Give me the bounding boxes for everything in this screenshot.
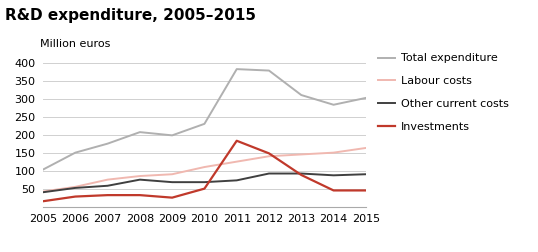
Other current costs <box>72 186 79 190</box>
Other current costs <box>201 181 208 184</box>
Total expenditure <box>104 142 111 145</box>
Other current costs <box>298 172 305 175</box>
Total expenditure <box>137 131 143 134</box>
Other current costs <box>169 181 175 184</box>
Labour costs <box>298 153 305 156</box>
Investments <box>104 194 111 197</box>
Other current costs <box>137 178 143 181</box>
Line: Labour costs: Labour costs <box>43 148 366 192</box>
Investments <box>363 189 369 192</box>
Other current costs <box>330 174 337 177</box>
Labour costs <box>137 175 143 178</box>
Total expenditure <box>330 103 337 106</box>
Total expenditure <box>266 69 272 72</box>
Labour costs <box>201 166 208 169</box>
Other current costs <box>233 179 240 182</box>
Other current costs <box>40 191 46 194</box>
Total expenditure <box>201 122 208 125</box>
Other current costs <box>104 184 111 187</box>
Labour costs <box>40 190 46 193</box>
Total expenditure <box>72 151 79 154</box>
Total expenditure <box>233 68 240 71</box>
Investments <box>266 152 272 155</box>
Investments <box>169 196 175 199</box>
Line: Other current costs: Other current costs <box>43 174 366 192</box>
Labour costs <box>104 178 111 181</box>
Line: Total expenditure: Total expenditure <box>43 69 366 170</box>
Labour costs <box>233 160 240 163</box>
Investments <box>201 187 208 190</box>
Labour costs <box>169 173 175 176</box>
Investments <box>298 173 305 176</box>
Labour costs <box>72 185 79 188</box>
Total expenditure <box>169 134 175 137</box>
Other current costs <box>363 173 369 176</box>
Line: Investments: Investments <box>43 141 366 201</box>
Investments <box>137 194 143 197</box>
Total expenditure <box>40 168 46 171</box>
Legend: Total expenditure, Labour costs, Other current costs, Investments: Total expenditure, Labour costs, Other c… <box>378 53 509 132</box>
Labour costs <box>330 151 337 154</box>
Labour costs <box>363 146 369 149</box>
Text: R&D expenditure, 2005–2015: R&D expenditure, 2005–2015 <box>5 8 257 23</box>
Total expenditure <box>298 93 305 97</box>
Investments <box>330 189 337 192</box>
Labour costs <box>266 155 272 158</box>
Other current costs <box>266 172 272 175</box>
Text: Million euros: Million euros <box>40 39 110 49</box>
Investments <box>72 195 79 198</box>
Investments <box>233 139 240 142</box>
Investments <box>40 200 46 203</box>
Total expenditure <box>363 97 369 100</box>
